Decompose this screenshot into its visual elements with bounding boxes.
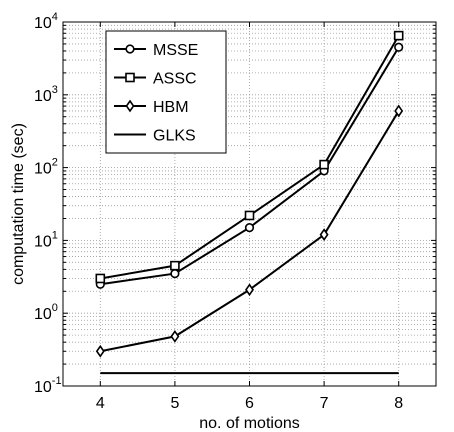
data-point-diamond — [245, 283, 254, 297]
y-tick-base: 10 — [34, 306, 52, 323]
data-point-diamond — [394, 104, 404, 118]
grid — [63, 22, 436, 386]
y-tick-label: 100 — [34, 302, 58, 323]
y-tick-base: 10 — [34, 379, 52, 396]
y-tick-label: 104 — [34, 11, 58, 32]
y-tick-base: 10 — [34, 15, 52, 32]
x-tick-label: 4 — [96, 395, 105, 412]
legend-box — [105, 30, 227, 154]
x-axis-label: no. of motions — [199, 415, 300, 432]
x-tick-label: 5 — [170, 395, 179, 412]
y-axis-label: computation time (sec) — [10, 123, 27, 285]
y-tick-label: 10-1 — [34, 375, 62, 396]
series-assc — [95, 30, 404, 284]
data-point-square — [125, 72, 135, 83]
y-tick-label: 101 — [34, 229, 58, 250]
data-point-diamond — [170, 330, 180, 343]
data-point-square — [170, 260, 180, 271]
x-tick-label: 6 — [245, 395, 254, 412]
y-tick-exponent: 4 — [52, 11, 58, 23]
data-point-square — [393, 30, 404, 41]
data-point-circle — [170, 268, 180, 279]
data-point-square — [244, 210, 255, 221]
y-tick-exponent: 1 — [52, 229, 58, 241]
y-tick-base: 10 — [34, 88, 52, 105]
legend-label: GLKS — [153, 128, 196, 145]
legend-entry: MSSE — [114, 42, 198, 59]
y-tick-label: 102 — [34, 157, 58, 178]
legend-entry: ASSC — [114, 71, 197, 88]
legend-label: ASSC — [153, 71, 197, 88]
data-point-circle — [394, 42, 404, 52]
legend-entry: HBM — [114, 99, 189, 116]
y-tick-exponent: 0 — [52, 302, 58, 314]
legend-label: MSSE — [153, 42, 198, 59]
y-tick-base: 10 — [34, 161, 52, 178]
series-hbm — [95, 104, 404, 358]
y-tick-exponent: -1 — [52, 375, 62, 387]
data-point-diamond — [95, 344, 105, 358]
x-tick-label: 7 — [320, 395, 329, 412]
legend-label: HBM — [153, 99, 189, 116]
data-point-diamond — [319, 228, 329, 242]
y-tick-label: 103 — [34, 84, 58, 105]
data-point-circle — [244, 222, 255, 233]
data-point-diamond — [125, 99, 135, 113]
series-layer — [95, 30, 404, 375]
data-point-square — [95, 273, 106, 284]
data-point-square — [319, 159, 329, 170]
legend-entry: GLKS — [114, 128, 196, 145]
y-tick-exponent: 3 — [52, 84, 58, 96]
y-tick-exponent: 2 — [52, 157, 58, 169]
y-tick-base: 10 — [34, 233, 52, 250]
legend: MSSE ASSC HBM GLKS — [105, 30, 227, 154]
x-tick-label: 8 — [394, 395, 403, 412]
data-point-circle — [125, 44, 135, 54]
